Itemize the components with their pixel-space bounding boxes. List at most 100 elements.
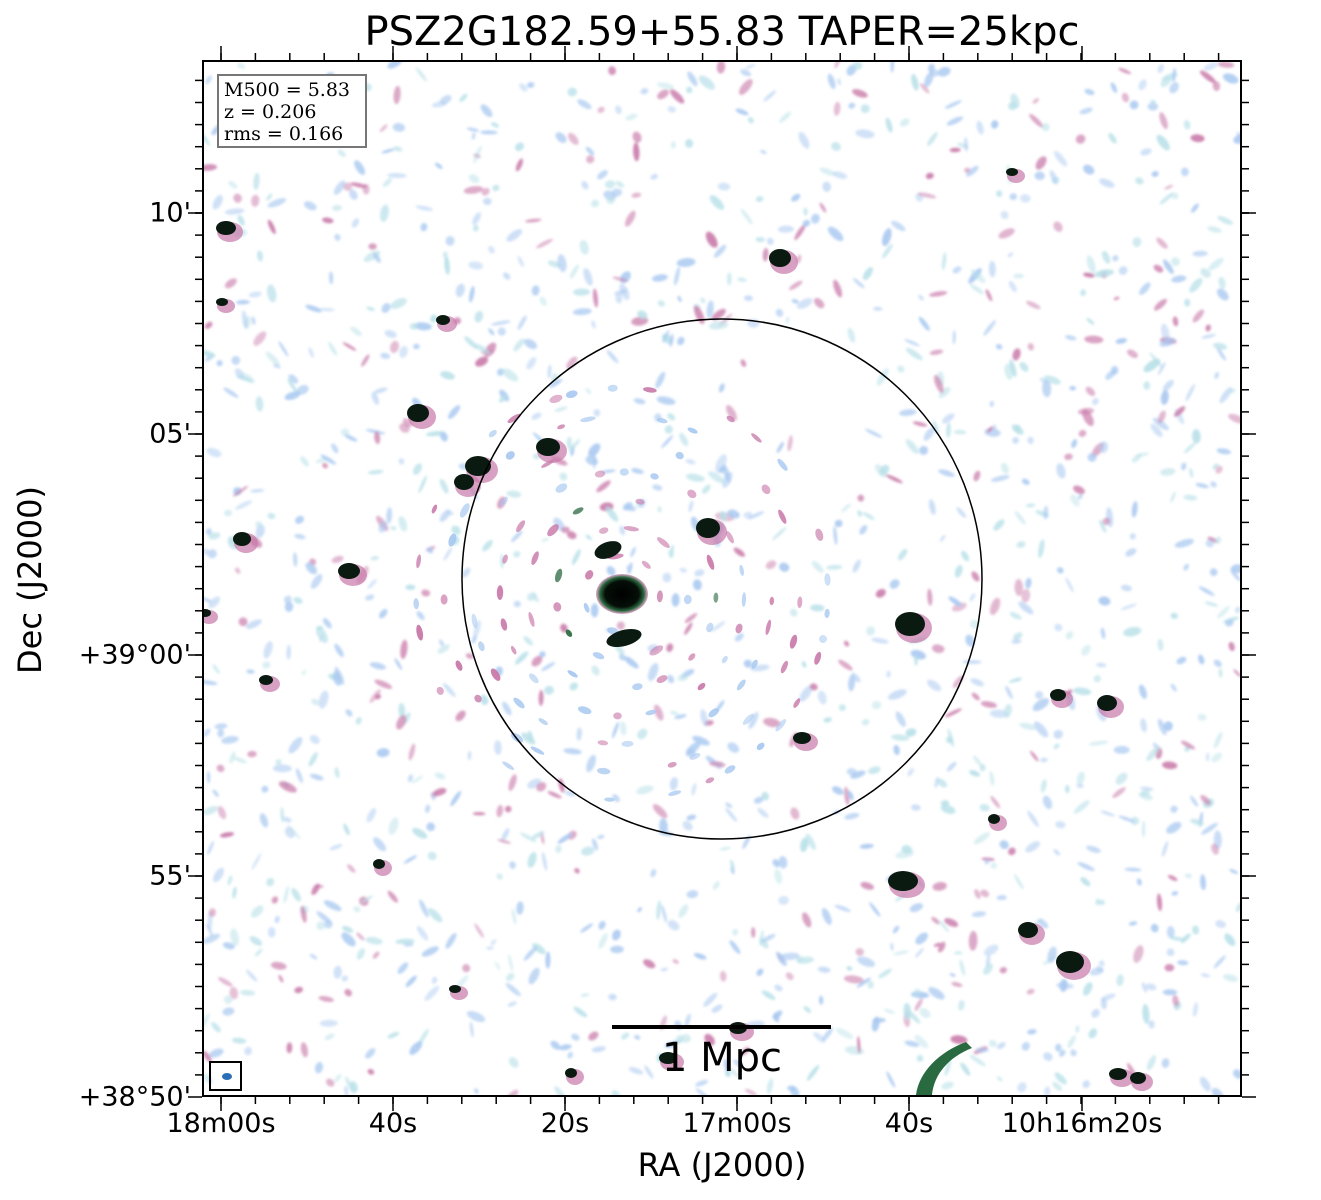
noise-blob	[886, 670, 891, 678]
noise-blob	[231, 355, 241, 365]
noise-blob	[914, 1034, 929, 1049]
noise-blob	[672, 959, 679, 964]
noise-blob	[897, 365, 905, 373]
noise-blob	[571, 549, 581, 565]
noise-blob	[634, 1034, 641, 1040]
noise-blob	[737, 277, 747, 282]
noise-blob	[469, 1021, 474, 1038]
noise-blob	[882, 243, 893, 259]
noise-blob	[207, 841, 214, 855]
noise-blob	[288, 736, 303, 754]
noise-blob	[267, 219, 276, 235]
noise-blob	[1166, 821, 1182, 834]
noise-blob	[712, 881, 720, 890]
noise-blob	[757, 807, 769, 818]
compact-source	[338, 563, 360, 579]
noise-blob	[442, 251, 448, 258]
noise-blob	[1199, 1076, 1211, 1092]
noise-blob	[315, 626, 328, 644]
ring-artefact	[507, 413, 521, 424]
noise-blob	[950, 1035, 968, 1044]
noise-blob	[1073, 687, 1092, 696]
noise-blob	[608, 993, 617, 1001]
noise-blob	[1214, 371, 1220, 380]
noise-blob	[536, 782, 547, 792]
noise-blob	[521, 732, 536, 745]
noise-blob	[928, 499, 936, 515]
noise-blob	[968, 930, 978, 951]
noise-blob	[744, 295, 753, 302]
noise-blob	[547, 791, 562, 799]
noise-blob	[567, 132, 579, 145]
noise-blob	[838, 704, 846, 712]
noise-blob	[288, 374, 299, 384]
noise-blob	[875, 588, 886, 598]
noise-blob	[1096, 662, 1107, 668]
noise-blob	[888, 689, 907, 700]
ring-artefact	[656, 590, 663, 603]
noise-blob	[918, 316, 930, 331]
noise-blob	[555, 845, 562, 854]
noise-blob	[334, 667, 345, 685]
x-tick-label: 20s	[540, 1108, 590, 1139]
noise-blob	[785, 972, 794, 981]
noise-blob	[438, 639, 445, 647]
noise-blob	[261, 785, 269, 793]
compact-source	[536, 438, 560, 456]
noise-blob	[1235, 606, 1240, 614]
noise-blob	[204, 597, 213, 603]
noise-blob	[374, 431, 381, 445]
noise-blob	[729, 940, 741, 954]
noise-blob	[328, 271, 334, 285]
ring-artefact	[436, 686, 444, 695]
noise-blob	[316, 921, 326, 931]
ring-artefact	[502, 761, 515, 770]
noise-blob	[633, 398, 646, 405]
noise-blob	[700, 297, 706, 304]
noise-blob	[847, 327, 856, 343]
noise-blob	[843, 975, 864, 984]
noise-blob	[1044, 1086, 1051, 1095]
noise-blob	[319, 1019, 338, 1027]
noise-blob	[444, 255, 450, 275]
noise-blob	[938, 469, 955, 477]
noise-blob	[311, 883, 320, 895]
noise-blob	[1212, 81, 1221, 91]
noise-blob	[355, 717, 362, 725]
noise-blob	[1127, 349, 1138, 359]
noise-blob	[331, 555, 344, 563]
noise-blob	[1083, 272, 1095, 278]
noise-blob	[803, 207, 808, 216]
noise-blob	[501, 828, 510, 841]
noise-blob	[778, 225, 794, 233]
noise-blob	[1108, 132, 1117, 144]
noise-blob	[205, 528, 212, 535]
x-tick-label: 10h16m20s	[1001, 1108, 1163, 1139]
noise-blob	[573, 288, 591, 296]
noise-blob	[481, 187, 490, 196]
noise-blob	[1091, 1008, 1100, 1018]
noise-blob	[322, 217, 334, 224]
noise-blob	[924, 72, 934, 88]
noise-blob	[851, 672, 861, 683]
noise-blob	[677, 336, 685, 346]
noise-blob	[983, 963, 993, 975]
noise-blob	[954, 565, 963, 578]
ring-artefact	[459, 503, 470, 518]
noise-blob	[531, 285, 540, 296]
noise-blob	[1183, 563, 1190, 571]
noise-blob	[527, 852, 537, 868]
noise-blob	[539, 296, 547, 306]
noise-blob	[612, 929, 621, 941]
noise-blob	[591, 838, 599, 851]
noise-blob	[1115, 338, 1128, 344]
noise-blob	[1160, 390, 1169, 405]
noise-blob	[798, 131, 810, 149]
noise-blob	[393, 85, 401, 105]
noise-blob	[650, 869, 657, 878]
noise-blob	[1129, 100, 1139, 110]
ring-artefact	[597, 767, 611, 775]
noise-blob	[1218, 668, 1223, 678]
noise-blob	[1132, 237, 1142, 248]
noise-blob	[865, 428, 883, 438]
